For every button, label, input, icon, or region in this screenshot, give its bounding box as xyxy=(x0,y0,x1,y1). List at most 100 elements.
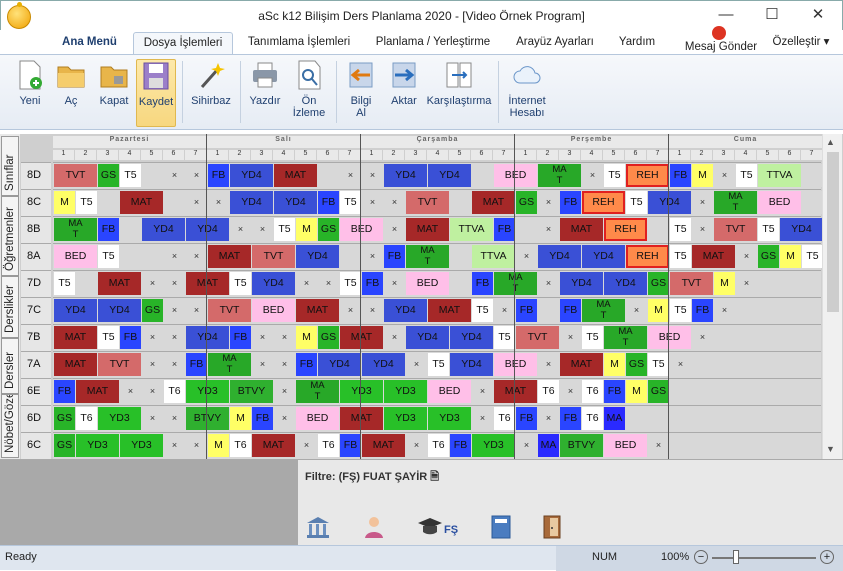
class-row-label[interactable]: 7D xyxy=(21,270,51,297)
empty-slot-mark[interactable]: × xyxy=(413,359,420,369)
class-row-label[interactable]: 8A xyxy=(21,243,51,270)
class-row-label[interactable]: 7B xyxy=(21,324,51,351)
lesson-cell[interactable]: BED xyxy=(758,191,801,214)
lesson-cell[interactable]: REH xyxy=(626,245,669,268)
empty-slot-mark[interactable]: × xyxy=(369,197,376,207)
empty-slot-mark[interactable]: × xyxy=(523,440,530,450)
scroll-thumb[interactable] xyxy=(827,152,839,312)
document-search-icon[interactable]: 🗎 xyxy=(430,471,440,483)
new-button[interactable]: Yeni xyxy=(10,59,50,127)
lesson-cell[interactable]: TVT xyxy=(252,245,295,268)
lesson-cell[interactable]: YD4 xyxy=(780,218,823,241)
empty-slot-mark[interactable]: × xyxy=(545,359,552,369)
zoom-out-button[interactable]: − xyxy=(694,550,708,564)
empty-slot[interactable] xyxy=(648,218,669,241)
lesson-cell[interactable]: M xyxy=(692,164,713,187)
lesson-cell[interactable]: T5 xyxy=(582,326,603,349)
lesson-cell[interactable]: T5 xyxy=(494,326,515,349)
empty-slot-mark[interactable]: × xyxy=(501,305,508,315)
lesson-cell[interactable]: MA T xyxy=(208,353,251,376)
lesson-cell[interactable]: BED xyxy=(648,326,691,349)
lesson-cell[interactable]: YD4 xyxy=(582,245,625,268)
empty-slot-mark[interactable]: × xyxy=(545,413,552,423)
empty-slot-mark[interactable]: × xyxy=(325,278,332,288)
empty-slot-mark[interactable]: × xyxy=(171,359,178,369)
lesson-cell[interactable]: BED xyxy=(252,299,295,322)
lesson-cell[interactable]: YD4 xyxy=(54,299,97,322)
empty-slot-mark[interactable]: × xyxy=(545,224,552,234)
lesson-cell[interactable]: M xyxy=(208,434,229,457)
lesson-cell[interactable]: BED xyxy=(340,218,383,241)
class-row-label[interactable]: 7A xyxy=(21,351,51,378)
side-tab-siniflar[interactable]: Sınıflar xyxy=(1,136,19,196)
door-icon[interactable] xyxy=(540,514,566,540)
empty-slot-mark[interactable]: × xyxy=(149,386,156,396)
lesson-cell[interactable]: T5 xyxy=(802,245,823,268)
lesson-cell[interactable]: YD4 xyxy=(604,272,647,295)
lesson-cell[interactable]: YD4 xyxy=(538,245,581,268)
lesson-cell[interactable]: MA T xyxy=(54,218,97,241)
empty-slot-mark[interactable]: × xyxy=(369,170,376,180)
empty-slot-mark[interactable]: × xyxy=(655,440,662,450)
empty-slot[interactable] xyxy=(164,191,185,214)
lesson-cell[interactable]: YD4 xyxy=(560,272,603,295)
lesson-cell[interactable]: YD4 xyxy=(252,272,295,295)
lesson-cell[interactable]: BED xyxy=(494,164,537,187)
empty-slot-mark[interactable]: × xyxy=(303,440,310,450)
lesson-cell[interactable]: YD3 xyxy=(384,407,427,430)
lesson-cell[interactable]: FB xyxy=(230,326,251,349)
empty-slot[interactable] xyxy=(538,299,559,322)
lesson-cell[interactable]: YD4 xyxy=(98,299,141,322)
empty-slot[interactable] xyxy=(142,164,163,187)
lesson-cell[interactable]: T6 xyxy=(230,434,251,457)
lesson-cell[interactable]: FB xyxy=(472,272,493,295)
lesson-cell[interactable]: T5 xyxy=(736,164,757,187)
lesson-cell[interactable]: BED xyxy=(604,434,647,457)
school-icon[interactable] xyxy=(305,514,331,540)
lesson-cell[interactable]: GS xyxy=(648,380,669,403)
lesson-cell[interactable]: YD3 xyxy=(340,380,383,403)
empty-slot-mark[interactable]: × xyxy=(281,413,288,423)
lesson-cell[interactable]: FB xyxy=(560,191,581,214)
wizard-button[interactable]: Sihirbaz xyxy=(188,59,234,127)
lesson-cell[interactable]: TVT xyxy=(406,191,449,214)
empty-slot-mark[interactable]: × xyxy=(369,251,376,261)
lesson-cell[interactable]: MAT xyxy=(76,380,119,403)
empty-slot-mark[interactable]: × xyxy=(171,170,178,180)
lesson-cell[interactable]: TVT xyxy=(208,299,251,322)
lesson-cell[interactable]: TTVA xyxy=(472,245,515,268)
lesson-cell[interactable]: M xyxy=(626,380,647,403)
lesson-cell[interactable]: MAT xyxy=(692,245,735,268)
lesson-cell[interactable]: MA xyxy=(604,407,625,430)
tab-yardim[interactable]: Yardım xyxy=(618,36,656,48)
empty-slot[interactable] xyxy=(120,245,141,268)
empty-slot-mark[interactable]: × xyxy=(369,305,376,315)
empty-slot-mark[interactable]: × xyxy=(149,278,156,288)
empty-slot-mark[interactable]: × xyxy=(237,224,244,234)
book-icon[interactable] xyxy=(488,514,514,540)
lesson-cell[interactable]: MAT xyxy=(274,164,317,187)
empty-slot-mark[interactable]: × xyxy=(259,224,266,234)
lesson-cell[interactable]: MAT xyxy=(54,326,97,349)
empty-slot[interactable] xyxy=(472,164,493,187)
lesson-cell[interactable]: FB xyxy=(450,434,471,457)
empty-slot-mark[interactable]: × xyxy=(721,170,728,180)
lesson-cell[interactable]: YD4 xyxy=(406,326,449,349)
lesson-cell[interactable]: YD4 xyxy=(384,164,427,187)
lesson-cell[interactable]: YD4 xyxy=(230,164,273,187)
lesson-cell[interactable]: T5 xyxy=(98,326,119,349)
lesson-cell[interactable]: YD4 xyxy=(384,299,427,322)
side-tab-derslikler[interactable]: Derslikler xyxy=(1,276,19,338)
lesson-cell[interactable]: TVT xyxy=(670,272,713,295)
lesson-cell[interactable]: BTVY xyxy=(560,434,603,457)
empty-slot-mark[interactable]: × xyxy=(391,278,398,288)
lesson-cell[interactable]: T5 xyxy=(648,353,669,376)
lesson-cell[interactable]: FB xyxy=(120,326,141,349)
lesson-cell[interactable]: YD4 xyxy=(450,326,493,349)
empty-slot[interactable] xyxy=(450,191,471,214)
class-row-label[interactable]: 8B xyxy=(21,216,51,243)
lesson-cell[interactable]: FB xyxy=(98,218,119,241)
lesson-cell[interactable]: YD4 xyxy=(648,191,691,214)
lesson-cell[interactable]: FB xyxy=(494,218,515,241)
zoom-in-button[interactable]: + xyxy=(820,550,834,564)
